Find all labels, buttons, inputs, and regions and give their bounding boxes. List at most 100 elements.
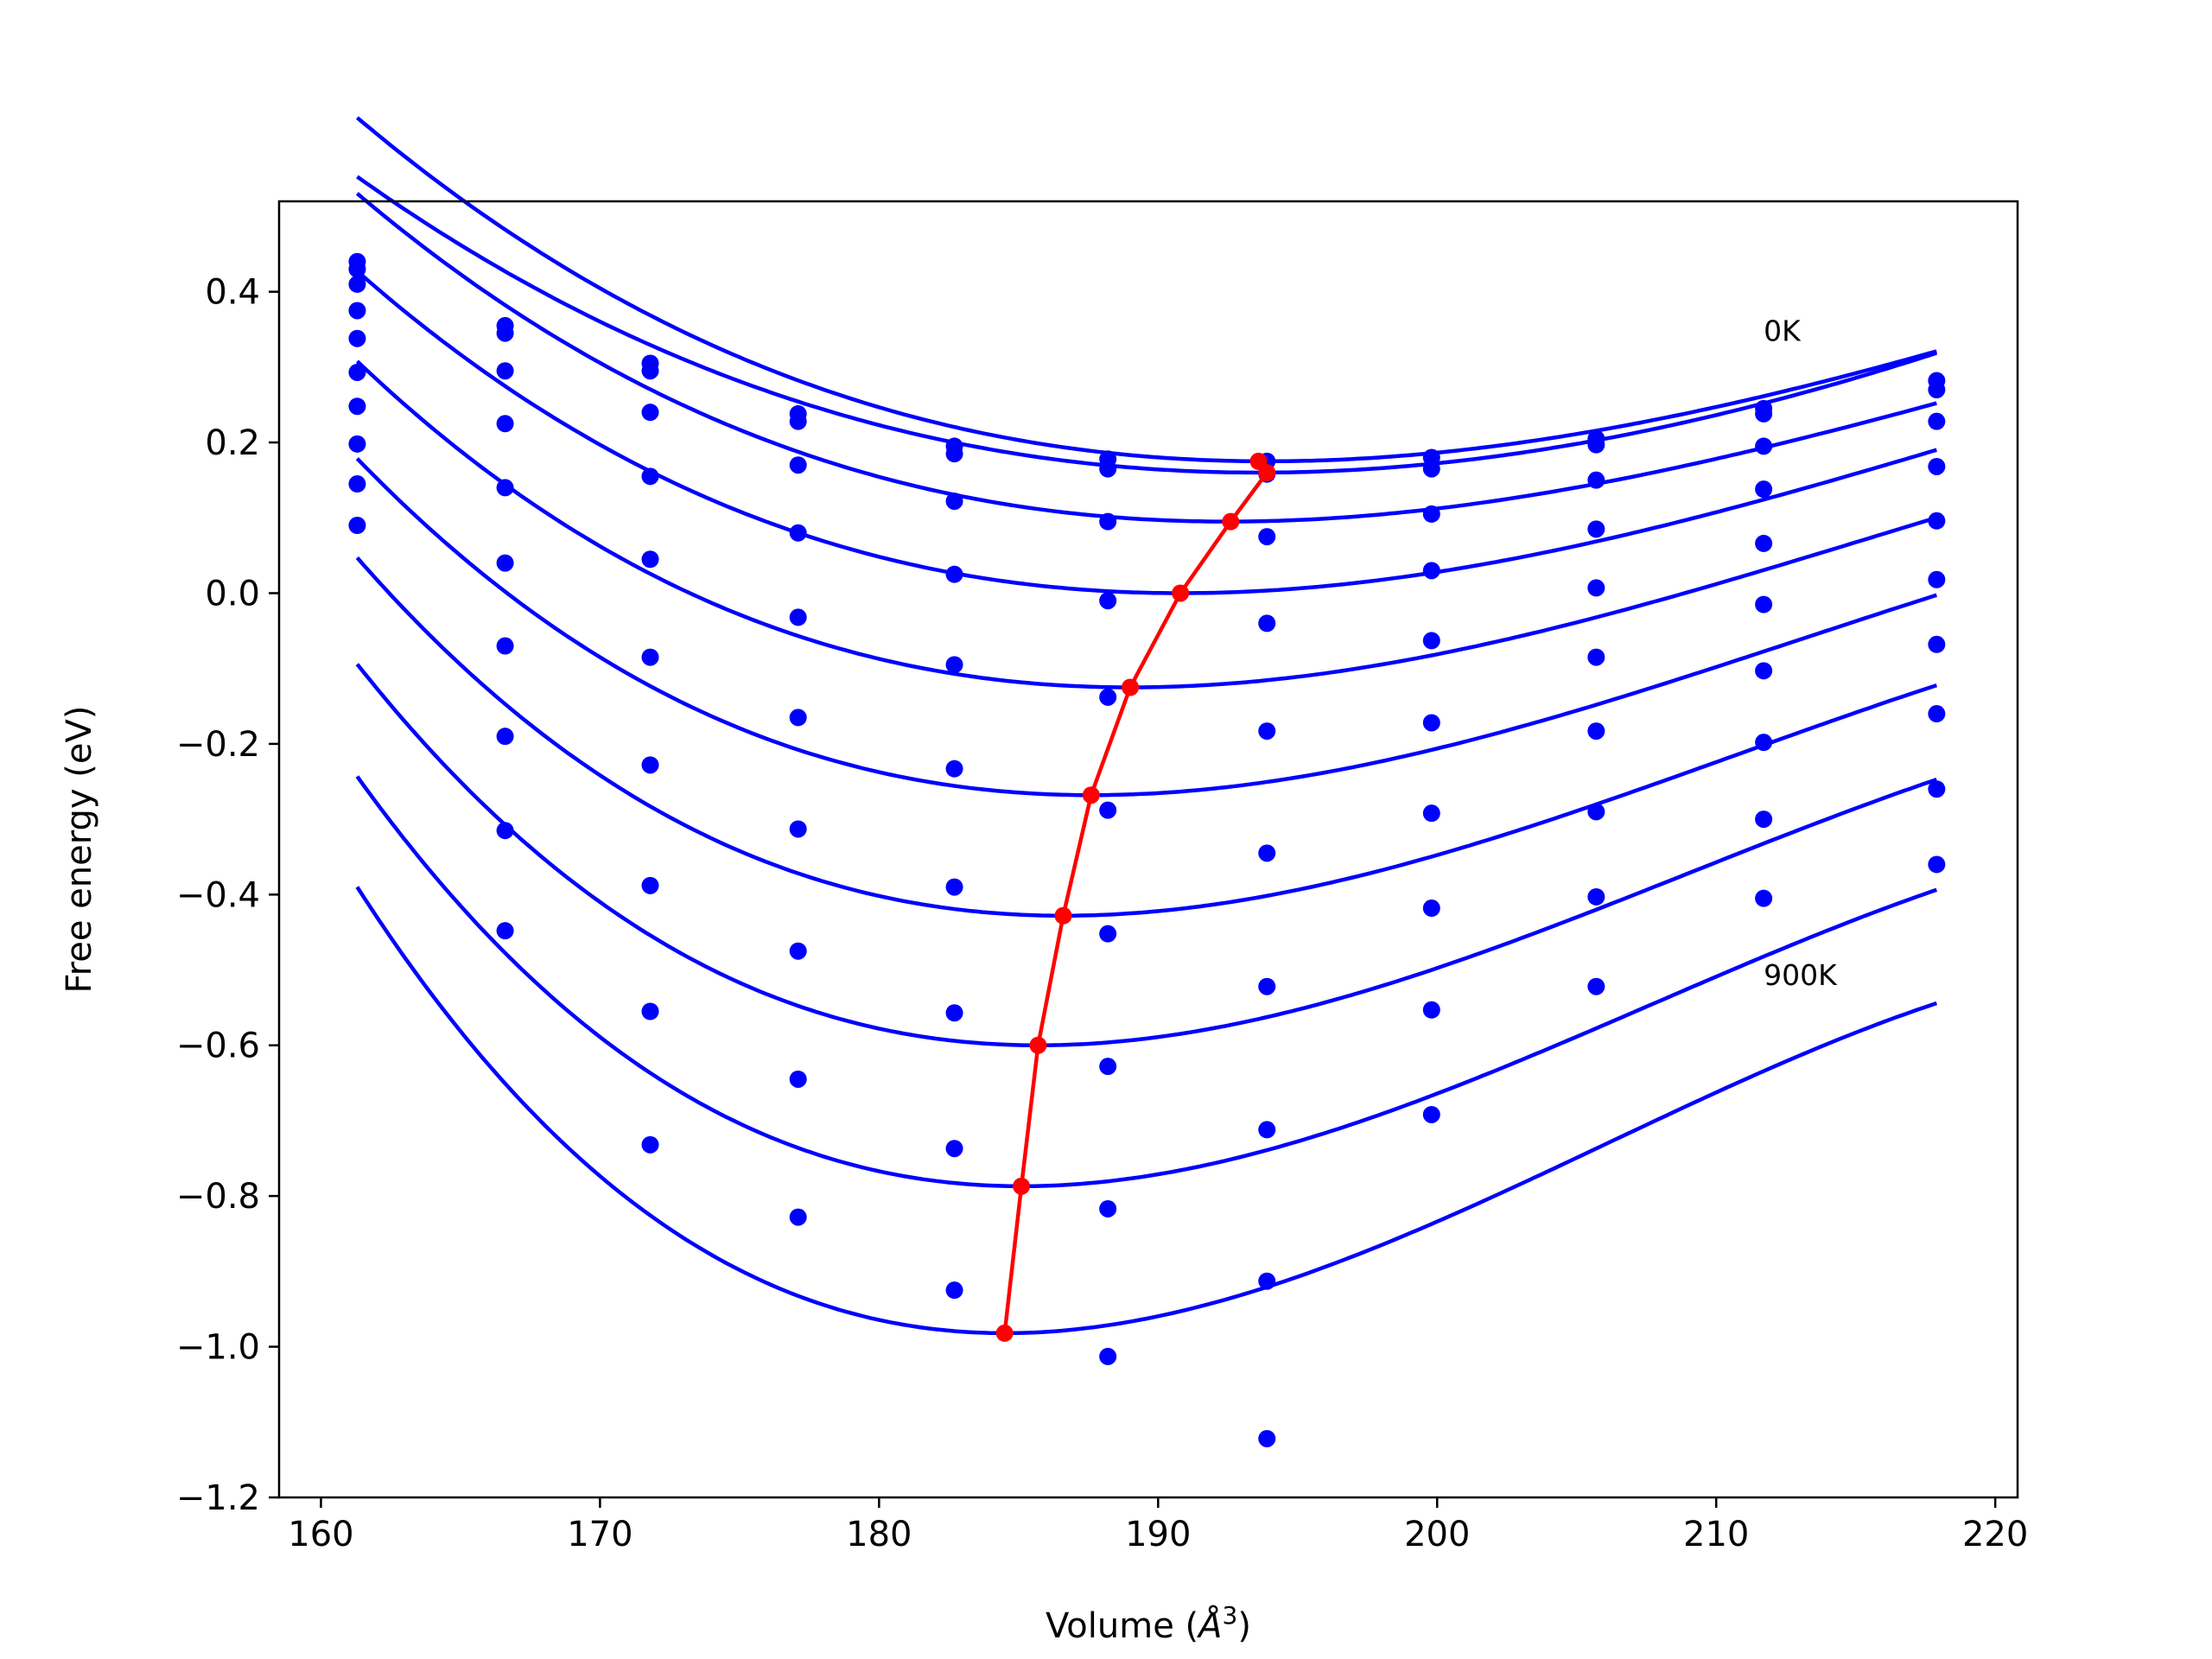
data-point-1-3 (789, 412, 807, 430)
data-point-8-5 (1099, 1199, 1117, 1217)
data-point-5-7 (1422, 714, 1440, 732)
fit-curve-5 (355, 457, 1937, 798)
data-point-5-3 (789, 709, 807, 727)
x-tick-label: 200 (1404, 1515, 1470, 1554)
data-point-9-1 (496, 922, 514, 940)
y-tick-label: −0.4 (176, 875, 260, 915)
plot-frame (277, 200, 2019, 1499)
minimum-path-line (1002, 460, 1270, 1334)
data-point-5-0 (348, 363, 366, 381)
data-point-3-7 (1422, 562, 1440, 580)
data-point-2-3 (789, 456, 807, 474)
data-point-3-10 (1928, 457, 1946, 475)
data-point-2-0 (348, 275, 366, 293)
data-point-8-9 (1755, 810, 1773, 829)
data-point-5-9 (1755, 595, 1773, 613)
data-point-2-4 (945, 493, 963, 511)
fit-curve-7 (355, 663, 1938, 1047)
data-point-1-9 (1755, 404, 1773, 423)
data-point-3-0 (348, 302, 366, 320)
data-point-6-1 (496, 637, 514, 655)
data-point-4-4 (945, 656, 963, 674)
fit-curve-4 (355, 359, 1937, 690)
data-point-7-1 (496, 728, 514, 746)
data-point-3-6 (1258, 614, 1276, 632)
y-tick-label: 0.0 (205, 574, 260, 613)
data-point-4-7 (1422, 632, 1440, 650)
data-point-8-10 (1928, 780, 1946, 798)
fit-curve-6 (355, 556, 1938, 918)
y-tick-label: −0.6 (176, 1027, 260, 1066)
x-tick-label: 190 (1125, 1515, 1191, 1554)
x-tick-label: 160 (288, 1515, 353, 1554)
data-point-1-7 (1422, 460, 1440, 478)
data-point-7-5 (1099, 1058, 1117, 1076)
data-point-1-10 (1928, 381, 1946, 399)
minimum-point-9 (995, 1324, 1014, 1342)
fit-curve-8 (355, 775, 1938, 1189)
data-point-7-6 (1258, 1121, 1276, 1139)
fit-curve-0 (355, 116, 1937, 464)
y-tick-label: 0.2 (205, 423, 260, 463)
data-point-2-9 (1755, 437, 1773, 455)
data-point-7-3 (789, 942, 807, 960)
data-point-3-1 (496, 415, 514, 433)
data-point-8-0 (348, 475, 366, 493)
x-tick-label: 180 (846, 1515, 912, 1554)
data-point-2-6 (1258, 528, 1276, 546)
data-point-4-3 (789, 608, 807, 626)
data-point-9-3 (789, 1208, 807, 1226)
data-point-6-4 (945, 878, 963, 896)
y-tick-label: −0.8 (176, 1177, 260, 1217)
data-point-6-10 (1928, 635, 1946, 653)
data-point-4-10 (1928, 512, 1946, 530)
data-point-2-8 (1587, 471, 1605, 489)
data-point-3-8 (1587, 520, 1605, 538)
data-point-8-7 (1422, 1001, 1440, 1019)
minimum-point-6 (1054, 906, 1072, 925)
data-point-9-0 (348, 517, 366, 534)
data-point-5-6 (1258, 844, 1276, 862)
annotation-label-0: 0K (1764, 314, 1802, 347)
data-point-9-5 (1099, 1347, 1117, 1365)
data-point-1-4 (945, 445, 963, 463)
minimum-point-8 (1013, 1177, 1031, 1195)
data-point-8-3 (789, 1070, 807, 1088)
data-point-4-8 (1587, 579, 1605, 597)
data-point-1-5 (1099, 460, 1117, 478)
data-point-8-1 (496, 822, 514, 840)
data-point-3-3 (789, 524, 807, 542)
fit-curve-2 (355, 192, 1937, 524)
data-point-3-4 (945, 565, 963, 583)
data-point-2-1 (496, 362, 514, 380)
data-point-8-4 (945, 1140, 963, 1158)
data-point-3-2 (641, 467, 659, 486)
data-point-6-5 (1099, 925, 1117, 943)
data-point-4-2 (641, 550, 659, 569)
data-point-3-5 (1099, 592, 1117, 610)
data-point-7-8 (1587, 803, 1605, 821)
fit-curve-3 (355, 270, 1937, 595)
data-point-6-0 (348, 397, 366, 416)
data-point-8-8 (1587, 887, 1605, 906)
data-point-7-0 (348, 435, 366, 453)
minimum-point-7 (1029, 1036, 1047, 1054)
data-point-6-6 (1258, 977, 1276, 995)
data-point-7-10 (1928, 705, 1946, 723)
minimum-point-5 (1082, 786, 1100, 804)
x-tick-label: 210 (1683, 1515, 1749, 1554)
fit-curve-9 (355, 886, 1938, 1336)
data-point-2-7 (1422, 505, 1440, 523)
data-point-2-5 (1099, 512, 1117, 531)
data-point-9-7 (1422, 1105, 1440, 1123)
data-point-4-5 (1099, 688, 1117, 706)
data-point-6-9 (1755, 662, 1773, 680)
data-point-4-0 (348, 329, 366, 347)
data-point-1-1 (496, 324, 514, 342)
data-point-9-6 (1258, 1429, 1276, 1447)
data-point-4-6 (1258, 722, 1276, 741)
data-point-5-1 (496, 554, 514, 572)
data-point-5-8 (1587, 648, 1605, 666)
x-axis-title: Volume (Å3) (1046, 1601, 1251, 1646)
data-point-7-2 (641, 876, 659, 894)
